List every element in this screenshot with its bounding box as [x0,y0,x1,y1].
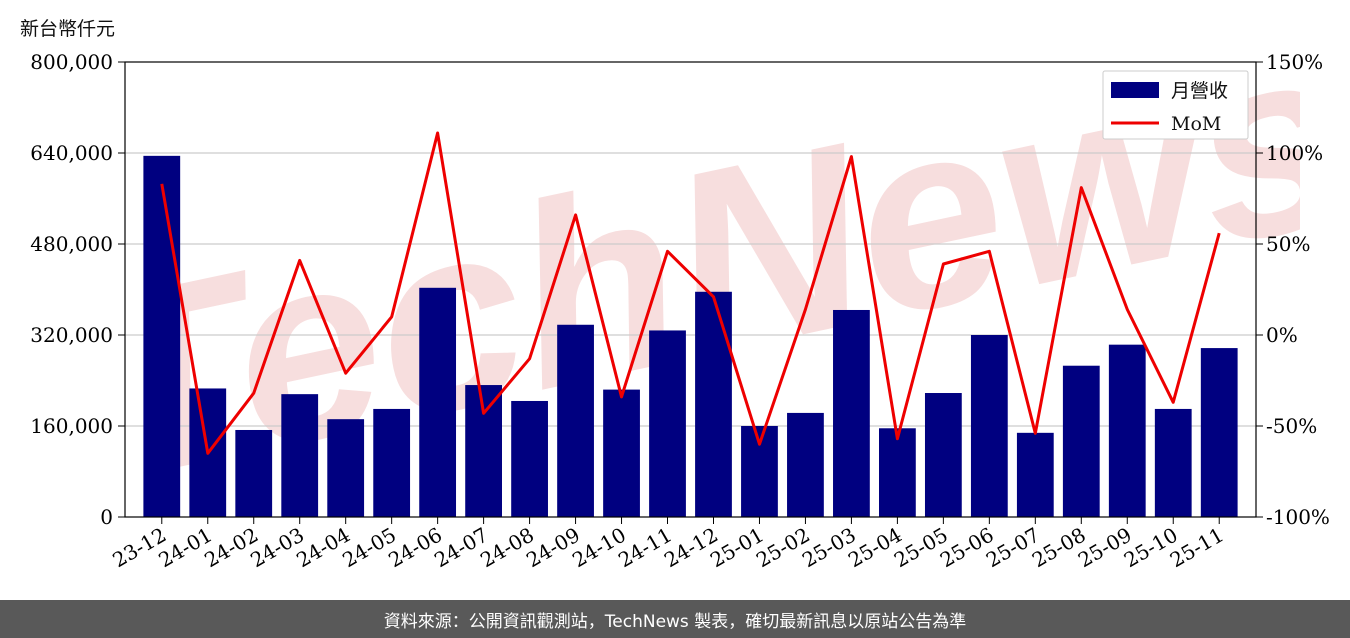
revenue-bar [557,324,594,517]
revenue-bar [879,428,916,517]
right-tick-label: 50% [1266,232,1310,256]
legend-bar-label: 月營收 [1171,80,1228,102]
revenue-bar [327,419,365,517]
left-tick-label: 160,000 [30,414,113,438]
revenue-bar [924,393,962,517]
left-tick-label: 640,000 [30,141,113,165]
right-tick-label: -100% [1266,505,1330,529]
revenue-bar [833,309,870,517]
y-axis-unit-label: 新台幣仟元 [20,18,116,40]
source-footer: 資料來源：公開資訊觀測站，TechNews 製表，確切最新訊息以原站公告為準 [0,600,1350,638]
revenue-bar [511,400,548,517]
revenue-bar [419,287,457,517]
left-axis-ticks: 0 160,000 320,000 480,000 640,000 800,000 [30,50,125,529]
revenue-bar [970,335,1008,517]
revenue-bar [281,394,319,517]
mom-line-layer [160,131,1221,455]
left-tick-label: 800,000 [30,50,113,74]
x-axis-ticks: 23-1224-0124-0224-0324-0424-0524-0624-07… [108,517,1228,573]
left-tick-label: 320,000 [30,323,113,347]
footer-text: 資料來源：公開資訊觀測站，TechNews 製表，確切最新訊息以原站公告為準 [383,611,967,632]
revenue-bar [1062,365,1100,517]
left-tick-label: 480,000 [30,232,113,256]
bars-layer [143,155,1238,517]
plot-frame [124,61,1257,518]
revenue-bar [235,429,273,517]
right-tick-label: -50% [1266,414,1317,438]
mom-line [160,131,1221,455]
revenue-bar [1016,432,1054,517]
revenue-bar [695,291,732,517]
right-tick-label: 0% [1266,323,1298,347]
right-tick-label: 100% [1266,141,1323,165]
revenue-bar [603,389,640,517]
left-tick-label: 0 [100,505,113,529]
revenue-bar [1108,344,1146,517]
revenue-chart: 0 160,000 320,000 480,000 640,000 800,000 -10… [30,50,1330,573]
right-axis-ticks: -100% -50% 0% 50% 100% 150% [1256,50,1330,529]
right-tick-label: 150% [1266,50,1323,74]
revenue-bar [1200,348,1238,517]
legend-line-label: MoM [1171,113,1221,135]
revenue-bar [1154,408,1192,517]
x-tick-label: 25-11 [1166,523,1228,573]
legend-bar-swatch [1111,82,1159,98]
revenue-bar [373,408,411,517]
revenue-bar [787,412,824,517]
legend: 月營收 MoM [1102,70,1249,140]
revenue-bar [143,155,181,517]
revenue-bar [649,330,686,517]
